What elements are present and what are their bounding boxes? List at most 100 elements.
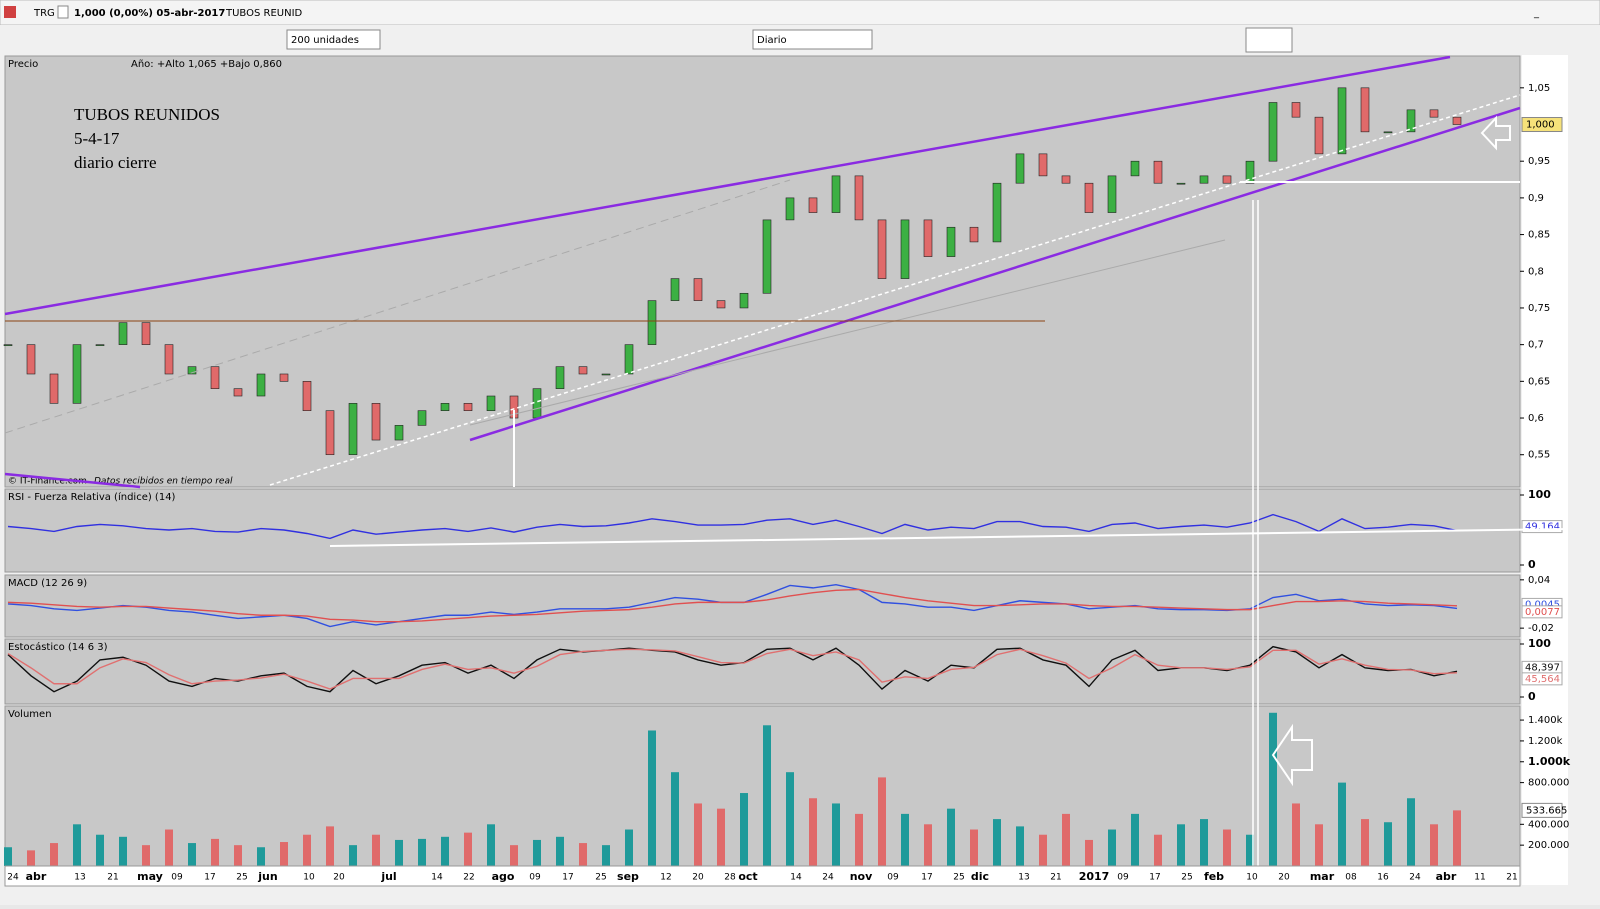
candle [992,182,1002,243]
candle [302,381,312,411]
annotation: 5-4-17 [74,129,120,148]
info-button[interactable] [57,5,69,19]
symbol: TRG [33,8,55,19]
candle [210,366,220,389]
candle [95,344,105,346]
volume-bar [786,772,794,866]
y-tick-label: 0,6 [1528,413,1544,424]
volume-bar [1062,813,1070,866]
x-tick-label: nov [850,870,873,883]
volume-bar [556,836,564,866]
trendline [4,55,1451,316]
candle [26,344,36,375]
volume-bar [73,824,81,866]
candle [831,175,841,213]
chart-type-button[interactable] [1245,27,1293,53]
trendline [4,472,141,489]
candle [1038,153,1048,177]
volume-bar [809,798,817,866]
volume-bar [579,843,587,866]
x-tick-label: 16 [1377,873,1389,883]
volume-bar [1315,824,1323,866]
candle [371,403,381,441]
volume-bar [326,826,334,866]
x-tick-label: may [137,870,163,883]
candle [1314,116,1324,155]
volume-bar [50,843,58,866]
minimize[interactable]: _ [1533,8,1540,19]
y-tick-label: 0,04 [1528,575,1550,586]
instrument-name: TUBOS REUNID [225,8,303,19]
x-tick-label: 22 [463,873,474,883]
last-value-box [1521,117,1563,133]
y-tick-label: 0,75 [1528,303,1550,314]
x-tick-label: 11 [1474,873,1485,883]
footer-note: Datos recibidos en tiempo real [94,477,233,487]
annotation: diario cierre [74,153,157,172]
candle [1107,175,1117,213]
period-dropdown[interactable] [752,29,873,50]
last-value-box [1521,672,1563,686]
quote: 1,000 (0,00%) 05-abr-2017 [74,8,225,19]
candle [877,219,887,279]
volume-bar [1131,813,1139,866]
volume-bar [27,850,35,866]
x-tick-label: 20 [692,873,704,883]
candle [1452,116,1462,125]
volume-bar [1338,782,1346,866]
x-tick-label: 28 [724,873,736,883]
candle [1406,109,1416,133]
candle [1337,87,1347,155]
units-dropdown[interactable] [286,29,381,50]
y-tick-label: 0,8 [1528,266,1544,277]
last-value-label: 0,0045 [1525,599,1560,610]
y-tick-label: 0,55 [1528,450,1550,461]
x-tick-label: dic [971,870,989,883]
volume-bar [464,832,472,866]
candle [1084,182,1094,213]
candle [49,373,59,404]
right-axis [1522,55,1568,885]
x-tick-label: 25 [236,873,247,883]
candle [187,366,197,375]
panel-title: Estocástico (14 6 3) [8,641,108,653]
last-value-label: 48,397 [1525,662,1560,673]
panel [4,574,1521,638]
candle [486,395,496,411]
candle [1268,102,1278,162]
volume-bar [1407,798,1415,866]
volume-bar [96,834,104,866]
candle [164,344,174,375]
candle [72,344,82,404]
candle [762,219,772,294]
volume-bar [671,772,679,866]
x-tick-label: 10 [303,873,315,883]
last-value-box [1521,802,1563,818]
x-tick-label: 10 [1246,873,1258,883]
x-tick-label: 14 [431,873,443,883]
x-tick-label: 25 [1181,873,1192,883]
trendline [269,94,1521,486]
candle [739,292,749,309]
volume-bar [740,793,748,866]
x-tick-label: jun [257,870,277,883]
trendline [469,239,1226,426]
volume-bar [648,730,656,866]
candle [417,410,427,426]
volume-bar [1200,819,1208,866]
x-tick-label: 13 [74,873,85,883]
volume-bar [1223,829,1231,866]
candle [900,219,910,279]
y-tick-label: 0,85 [1528,230,1550,241]
last-value-label: 1,000 [1526,120,1555,131]
time-axis [4,865,1521,887]
x-tick-label: 17 [562,873,573,883]
x-tick-label: 09 [529,873,541,883]
volume-bar [1384,822,1392,866]
x-tick-label: 24 [7,873,19,883]
volume-bar [165,829,173,866]
volume-bar [510,845,518,866]
candle [670,278,680,301]
volume-bar [119,836,127,866]
volume-bar [602,845,610,866]
